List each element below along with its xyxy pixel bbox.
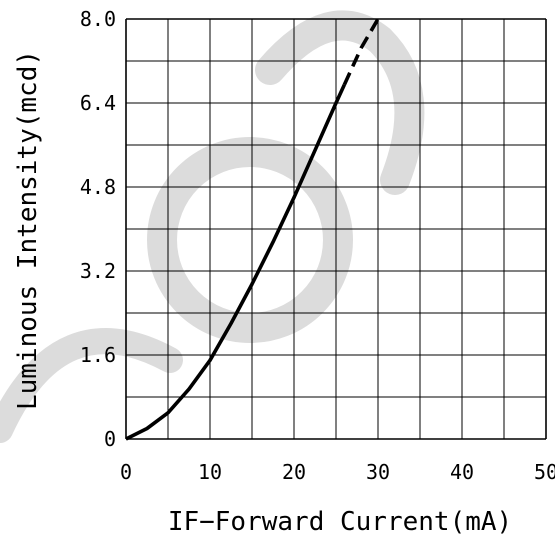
x-tick-label: 20 xyxy=(282,460,306,484)
x-tick-label: 0 xyxy=(120,460,132,484)
grid xyxy=(125,18,547,440)
y-axis-title: Luminous Intensity(mcd) xyxy=(13,50,43,410)
watermark-stroke xyxy=(0,328,183,443)
y-tick-label: 4.8 xyxy=(80,175,116,199)
watermark xyxy=(0,10,425,443)
series-line-extrapolated xyxy=(342,18,380,86)
y-tick-labels: 0 1.6 3.2 4.8 6.4 8.0 xyxy=(80,7,116,451)
series-lines xyxy=(125,18,380,441)
watermark-ring xyxy=(147,137,353,343)
y-tick-label: 8.0 xyxy=(80,7,116,31)
x-tick-labels: 0 10 20 30 40 50 xyxy=(120,460,555,484)
y-tick-label: 6.4 xyxy=(80,91,116,115)
series-line-measured xyxy=(125,83,347,441)
y-tick-label: 3.2 xyxy=(80,259,116,283)
x-tick-label: 40 xyxy=(450,460,474,484)
y-tick-label: 0 xyxy=(104,427,116,451)
y-tick-label: 1.6 xyxy=(80,343,116,367)
x-tick-label: 50 xyxy=(534,460,555,484)
watermark-arc xyxy=(255,10,425,195)
x-tick-label: 30 xyxy=(366,460,390,484)
x-axis-title: IF−Forward Current(mA) xyxy=(168,507,512,537)
x-tick-label: 10 xyxy=(198,460,222,484)
